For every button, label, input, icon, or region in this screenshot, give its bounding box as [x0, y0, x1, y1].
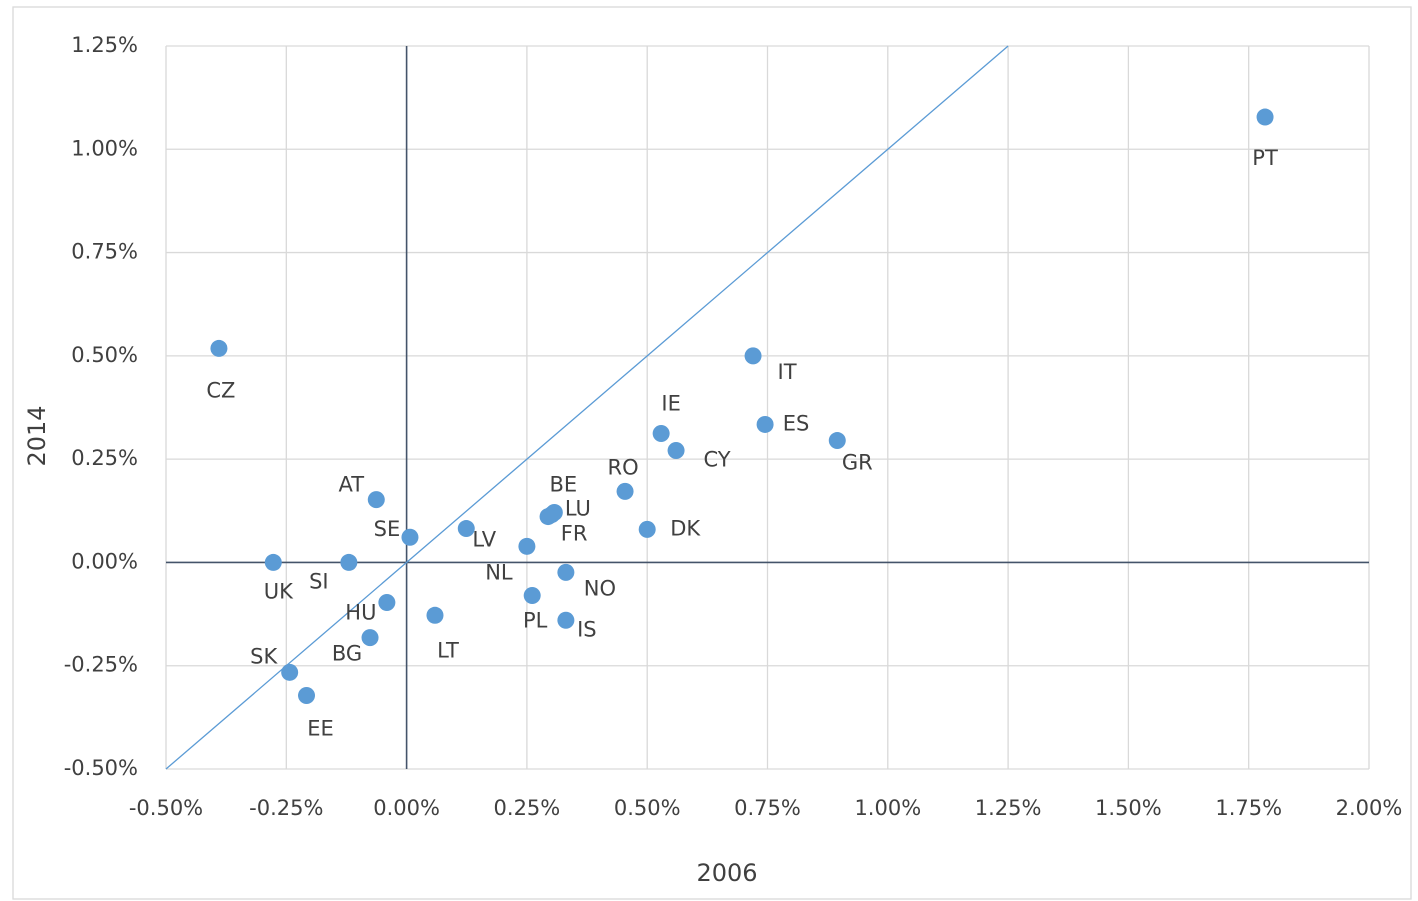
data-label: GR: [842, 451, 873, 475]
scatter-point: [401, 528, 419, 546]
data-label: SK: [250, 644, 278, 668]
scatter-point: [210, 339, 228, 357]
scatter-point: [828, 432, 846, 450]
x-tick-label: 0.50%: [614, 796, 681, 820]
data-label: NL: [485, 560, 513, 584]
data-label: SE: [374, 517, 401, 541]
x-tick-label: 1.00%: [854, 796, 921, 820]
scatter-point: [744, 347, 762, 365]
chart-border: [12, 6, 1412, 900]
scatter-point: [557, 563, 575, 581]
data-label: PL: [523, 608, 548, 632]
scatter-point: [518, 537, 536, 555]
scatter-point: [667, 441, 685, 459]
scatter-point: [756, 415, 774, 433]
data-label: FR: [561, 522, 588, 546]
y-tick-label: 1.25%: [71, 33, 138, 57]
scatter-point: [1256, 108, 1274, 126]
x-tick-label: 1.75%: [1215, 796, 1282, 820]
scatter-point: [264, 553, 282, 571]
data-label: IE: [661, 392, 680, 416]
y-tick-label: 0.25%: [71, 446, 138, 470]
data-label: EE: [307, 716, 334, 740]
data-label: IT: [778, 360, 797, 384]
x-tick-label: 1.25%: [975, 796, 1042, 820]
x-tick-label: 0.25%: [494, 796, 561, 820]
data-label: ES: [783, 411, 810, 435]
data-label: AT: [338, 473, 364, 497]
plot-area: -0.50% -0.25% 0.00% 0.25% 0.50% 0.75% 1.00% 1.2…: [64, 33, 1403, 820]
scatter-point: [281, 663, 299, 681]
scatter-point: [523, 586, 541, 604]
x-axis-title: 2006: [696, 859, 757, 887]
x-tick-label: 2.00%: [1336, 796, 1403, 820]
scatter-point: [638, 520, 656, 538]
scatter-point: [457, 520, 475, 538]
data-label: SI: [309, 569, 329, 593]
data-label: NO: [584, 576, 616, 600]
x-tick-label: 0.00%: [373, 796, 440, 820]
scatter-point: [539, 508, 557, 526]
data-label: IS: [577, 617, 597, 641]
y-tick-label: 0.00%: [71, 549, 138, 573]
data-label: UK: [264, 579, 294, 603]
y-tick-label: 0.75%: [71, 240, 138, 264]
y-axis-title: 2014: [23, 405, 51, 466]
data-label: LV: [472, 528, 496, 552]
data-label: RO: [608, 455, 639, 479]
x-tick-label: -0.50%: [129, 796, 203, 820]
scatter-point: [367, 491, 385, 509]
reference-diagonal: [165, 45, 1009, 770]
data-label: CY: [704, 447, 731, 471]
x-tick-label: 1.50%: [1095, 796, 1162, 820]
scatter-point: [378, 594, 396, 612]
scatter-point: [426, 606, 444, 624]
x-tick-label: -0.25%: [249, 796, 323, 820]
y-tick-label: -0.25%: [64, 653, 138, 677]
data-label: LU: [565, 497, 591, 521]
data-label: CZ: [206, 378, 235, 402]
y-tick-label: 0.50%: [71, 343, 138, 367]
scatter-point: [298, 686, 316, 704]
data-label: BG: [332, 642, 362, 666]
y-tick-label: -0.50%: [64, 756, 138, 780]
x-tick-label: 0.75%: [734, 796, 801, 820]
scatter-point: [340, 553, 358, 571]
scatter-point: [557, 611, 575, 629]
data-label: DK: [670, 516, 701, 540]
scatter-point: [361, 629, 379, 647]
data-label: HU: [345, 601, 376, 625]
data-label: PT: [1252, 146, 1278, 170]
data-label: BE: [549, 472, 577, 496]
scatter-point: [652, 425, 670, 443]
scatter-point: [616, 482, 634, 500]
data-label: LT: [437, 638, 459, 662]
y-tick-label: 1.00%: [71, 136, 138, 160]
